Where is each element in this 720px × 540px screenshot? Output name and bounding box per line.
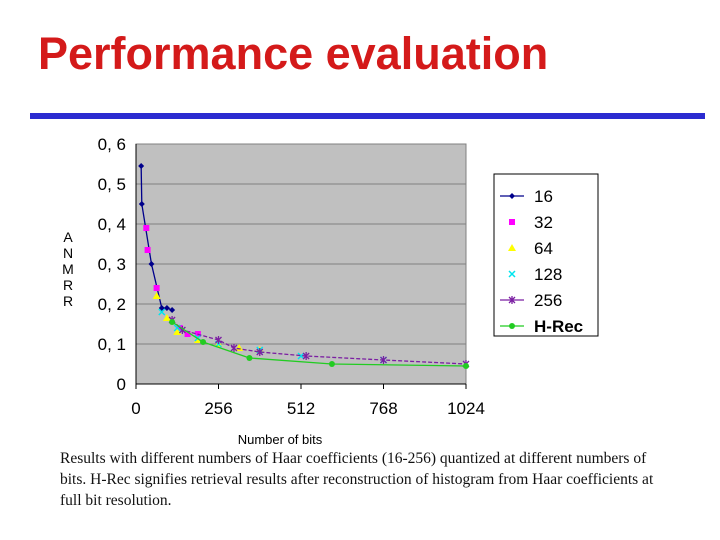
data-point [153,285,160,291]
x-axis-title: Number of bits [238,432,323,447]
legend-marker [509,323,515,329]
legend-item: 16 [500,187,553,206]
data-point [246,355,253,361]
y-tick-label: 0, 3 [98,255,126,274]
y-axis-title-letter: N [63,245,73,261]
data-point [163,305,170,311]
legend-item: 128 [508,265,562,284]
data-point [193,336,202,343]
data-point [380,356,387,364]
x-tick-label: 1024 [447,399,485,418]
y-tick-label: 0, 2 [98,295,126,314]
data-point [235,344,244,351]
data-point [158,308,166,316]
y-axis-title-letter: A [63,229,73,245]
x-tick-label: 0 [131,399,140,418]
y-axis-title-letter: M [62,261,74,277]
y-tick-label: 0, 5 [98,175,126,194]
y-axis-title-letter: R [63,277,73,293]
data-point [184,331,191,337]
y-tick-label: 0, 4 [98,215,126,234]
y-tick-label: 0, 6 [98,135,126,154]
series-group [138,163,470,369]
legend-label: 32 [534,213,553,232]
data-point [173,328,182,335]
data-point [302,352,310,360]
data-point [152,292,161,299]
legend-label: 128 [534,265,562,284]
data-point [230,344,238,352]
legend-marker [508,296,516,304]
legend-item: H-Rec [500,317,583,336]
y-tick-label: 0, 1 [98,335,126,354]
data-point [169,319,176,325]
figure-caption: Results with different numbers of Haar c… [60,450,654,509]
legend-label: 16 [534,187,553,206]
data-point [463,363,469,369]
data-point [144,247,151,253]
data-point [148,261,155,267]
series-line [171,319,467,365]
data-point [138,163,145,169]
data-point [256,348,264,356]
legend-label: 64 [534,239,553,258]
data-point [162,314,171,321]
slide-title: Performance evaluation [38,28,549,79]
y-axis-title-letter: R [63,293,73,309]
y-tick-label: 0 [117,375,126,394]
legend-marker [509,193,515,199]
legend-marker [508,244,516,251]
legend-label: H-Rec [534,317,583,336]
data-point [200,339,207,345]
axes: 0 0, 1 0, 2 0, 3 0, 4 0, 5 0, 6 0 256 512 768 1024 N… [62,135,485,447]
x-tick-label: 256 [204,399,232,418]
legend-item: 64 [508,239,553,258]
data-point [297,352,305,360]
legend-marker [508,270,516,278]
legend-box [493,173,599,337]
legend: 16 32 64 128 256 H-Rec [493,173,599,337]
x-tick-label: 512 [287,399,315,418]
gridlines [136,183,466,345]
data-point [169,307,176,313]
title-divider [30,113,705,119]
data-point [143,225,150,231]
legend-item: 256 [500,291,562,310]
data-point [138,201,145,207]
legend-item: 32 [509,213,553,232]
data-point [328,361,335,367]
x-tick-label: 768 [369,399,397,418]
legend-marker [509,219,515,225]
data-point [215,336,222,344]
series-h-rec [169,319,469,369]
legend-label: 256 [534,291,562,310]
